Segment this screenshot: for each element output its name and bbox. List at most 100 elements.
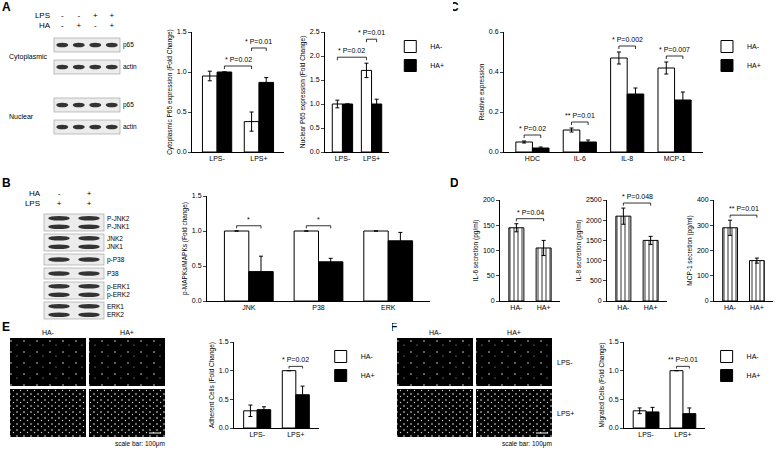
svg-text:** P=0.01: ** P=0.01 <box>668 356 698 363</box>
svg-text:p-MAPKs/MAPKs (Fold change): p-MAPKs/MAPKs (Fold change) <box>181 202 189 295</box>
svg-text:1.0: 1.0 <box>609 367 619 374</box>
svg-text:** P=0.01: ** P=0.01 <box>565 112 595 119</box>
svg-text:* P=0.04: * P=0.04 <box>517 209 544 216</box>
svg-text:1.0: 1.0 <box>310 100 320 107</box>
svg-text:scale bar: 100μm: scale bar: 100μm <box>115 440 165 448</box>
svg-text:HA+: HA+ <box>120 329 134 336</box>
svg-text:HA+: HA+ <box>750 304 764 311</box>
svg-text:0: 0 <box>705 297 709 304</box>
svg-text:HA+: HA+ <box>747 62 761 69</box>
svg-text:0.0: 0.0 <box>609 424 619 431</box>
svg-text:LPS+: LPS+ <box>250 155 267 162</box>
svg-text:HA-: HA- <box>430 43 443 50</box>
svg-text:P-JNK2: P-JNK2 <box>107 215 130 222</box>
svg-text:2.0: 2.0 <box>310 52 320 59</box>
svg-text:0.2: 0.2 <box>489 108 499 115</box>
svg-text:*: * <box>317 216 320 223</box>
svg-text:HA+: HA+ <box>361 372 375 379</box>
svg-text:HA-: HA- <box>747 353 760 360</box>
svg-text:JNK2: JNK2 <box>107 235 123 242</box>
svg-text:HA+: HA+ <box>430 62 444 69</box>
svg-text:50: 50 <box>487 272 495 279</box>
svg-text:LPS-: LPS- <box>638 431 654 438</box>
svg-text:0.0: 0.0 <box>177 148 187 155</box>
svg-text:LPS+: LPS+ <box>287 431 304 438</box>
svg-text:p-ERK2: p-ERK2 <box>107 291 130 299</box>
svg-text:p65: p65 <box>123 101 134 109</box>
svg-text:1500: 1500 <box>586 237 602 244</box>
svg-text:HA-: HA- <box>724 304 737 311</box>
svg-text:HDC: HDC <box>525 155 540 162</box>
svg-text:* P=0.02: * P=0.02 <box>338 47 365 54</box>
svg-text:P-JNK1: P-JNK1 <box>107 223 130 230</box>
svg-text:LPS-: LPS- <box>335 155 351 162</box>
svg-text:p65: p65 <box>123 41 134 49</box>
svg-text:1.5: 1.5 <box>219 338 229 345</box>
svg-text:2.5: 2.5 <box>310 28 320 35</box>
svg-text:* P=0.01: * P=0.01 <box>245 38 272 45</box>
svg-text:* P=0.02: * P=0.02 <box>519 125 546 132</box>
svg-text:p-P38: p-P38 <box>107 256 125 264</box>
svg-text:p-ERK1: p-ERK1 <box>107 283 130 291</box>
svg-text:0.0: 0.0 <box>219 424 229 431</box>
svg-text:HA: HA <box>39 21 51 30</box>
svg-text:0.5: 0.5 <box>192 262 202 269</box>
svg-text:IL-8 secretion (pg/ml): IL-8 secretion (pg/ml) <box>575 220 583 281</box>
svg-text:1000: 1000 <box>586 257 602 264</box>
svg-text:HA-: HA- <box>617 304 630 311</box>
svg-text:2500: 2500 <box>586 196 602 203</box>
svg-text:P38: P38 <box>107 270 119 277</box>
svg-text:actin: actin <box>123 63 137 70</box>
svg-text:0.4: 0.4 <box>489 68 499 75</box>
svg-text:300: 300 <box>697 222 709 229</box>
svg-text:+: + <box>87 199 92 208</box>
svg-text:0.5: 0.5 <box>609 396 619 403</box>
svg-text:0.5: 0.5 <box>177 108 187 115</box>
svg-text:Adherent Cells (Fold Change): Adherent Cells (Fold Change) <box>208 342 216 428</box>
svg-text:-: - <box>61 11 64 20</box>
svg-text:scale bar: 100μm: scale bar: 100μm <box>502 440 552 448</box>
svg-text:LPS+: LPS+ <box>674 431 691 438</box>
svg-text:1.0: 1.0 <box>192 227 202 234</box>
svg-text:0: 0 <box>491 297 495 304</box>
svg-text:Nuclear: Nuclear <box>9 113 34 120</box>
svg-text:*: * <box>247 216 250 223</box>
svg-text:LPS+: LPS+ <box>557 410 574 417</box>
svg-text:+: + <box>57 199 62 208</box>
svg-text:* P=0.007: * P=0.007 <box>659 46 690 53</box>
svg-text:* P=0.02: * P=0.02 <box>225 56 252 63</box>
svg-text:P38: P38 <box>312 304 325 311</box>
svg-text:200: 200 <box>697 247 709 254</box>
svg-text:ERK1: ERK1 <box>107 303 124 310</box>
svg-text:JNK: JNK <box>242 304 256 311</box>
svg-text:100: 100 <box>697 272 709 279</box>
svg-text:0.5: 0.5 <box>310 124 320 131</box>
svg-text:IL-8: IL-8 <box>621 155 633 162</box>
svg-text:+: + <box>109 11 114 20</box>
svg-text:LPS: LPS <box>25 199 40 208</box>
svg-text:* P=0.048: * P=0.048 <box>622 193 653 200</box>
svg-text:0.0: 0.0 <box>489 148 499 155</box>
svg-text:1.5: 1.5 <box>177 28 187 35</box>
svg-text:150: 150 <box>483 222 495 229</box>
svg-text:1.5: 1.5 <box>310 76 320 83</box>
svg-text:HA: HA <box>29 189 41 198</box>
svg-text:0.0: 0.0 <box>310 148 320 155</box>
svg-text:Relative expression: Relative expression <box>478 63 486 120</box>
svg-text:Migrated Cells (Fold Change): Migrated Cells (Fold Change) <box>598 343 606 428</box>
svg-text:* P=0.01: * P=0.01 <box>358 29 385 36</box>
svg-text:HA+: HA+ <box>507 329 521 336</box>
svg-text:-: - <box>58 189 61 198</box>
svg-text:0.5: 0.5 <box>219 396 229 403</box>
svg-text:HA+: HA+ <box>747 372 761 379</box>
svg-text:** P=0.01: ** P=0.01 <box>729 205 759 212</box>
svg-text:Cytoplasmic P65 expression (Fo: Cytoplasmic P65 expression (Fold Change) <box>166 29 174 154</box>
svg-text:IL-6: IL-6 <box>574 155 586 162</box>
svg-text:ERK: ERK <box>381 304 396 311</box>
svg-text:HA+: HA+ <box>537 304 551 311</box>
svg-text:Nuclear P65 expression (Fold C: Nuclear P65 expression (Fold Change) <box>299 36 307 148</box>
svg-text:LPS-: LPS- <box>557 359 573 366</box>
svg-text:actin: actin <box>123 123 137 130</box>
svg-text:100: 100 <box>483 247 495 254</box>
svg-text:+: + <box>76 21 81 30</box>
